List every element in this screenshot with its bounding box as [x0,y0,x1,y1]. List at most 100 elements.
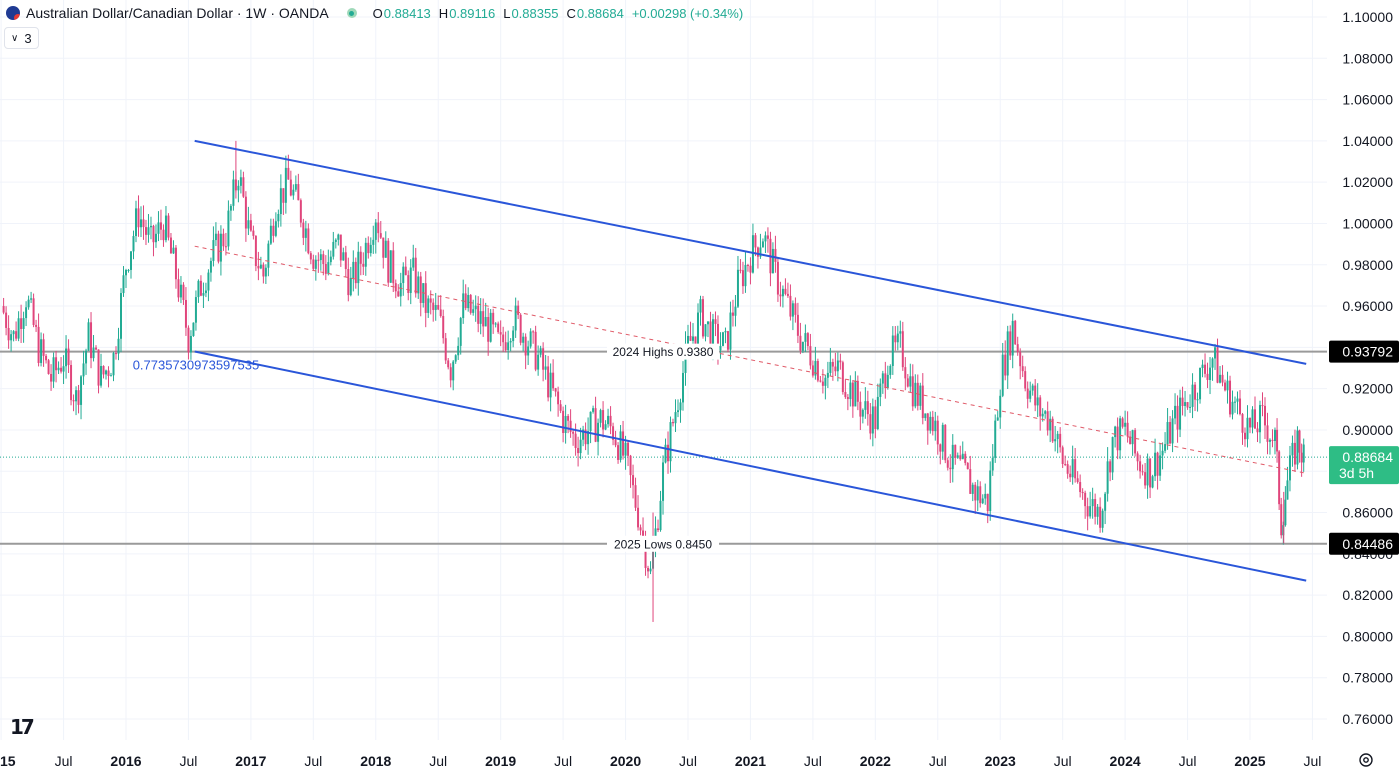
candle-body [544,366,547,370]
candle-body [282,188,285,203]
level-label-bg [607,343,719,360]
candle-body [706,321,709,325]
candle-body [909,376,912,387]
candle-body [1044,411,1047,414]
candle-body [746,265,749,267]
candle-body [669,422,672,462]
candle-body [162,229,165,241]
candle-body [512,330,515,342]
candle-body [577,447,580,454]
candle-body [584,429,587,445]
candle-body [319,254,322,261]
candle-body [1284,499,1287,526]
price-tick-label: 0.90000 [1342,422,1393,438]
candle-body [891,335,894,367]
candle-body [557,391,560,405]
candle-body [439,309,442,317]
price-tick-label: 0.96000 [1342,298,1393,314]
indicators-toggle[interactable]: ∨ 3 [4,27,39,49]
level-labels: 2024 Highs 0.9380 2025 Lows 0.8450 [607,343,719,552]
candle-body [2,306,5,313]
candle-body [1261,405,1264,407]
time-axis[interactable]: 15 Jul 2016 Jul 2017 Jul 2018 Jul 2019 Jul 2020 Jul… [0,753,1321,769]
candle-body [1019,352,1022,367]
trend-channel[interactable]: 0.7735730973597535 [133,139,1307,582]
candle-body [1189,406,1192,408]
candle-body [789,295,792,317]
candle-body [771,248,774,274]
candle-body [132,236,135,252]
candle-body [70,365,73,401]
candle-body [704,324,707,337]
candle-body [1109,461,1112,473]
candle-body [721,332,724,346]
candle-body [1099,506,1102,528]
candle-body [1169,422,1172,444]
price-axis[interactable]: 1.10000 1.08000 1.06000 1.04000 1.02000 1.000… [1342,9,1393,727]
symbol-title[interactable]: Australian Dollar/Canadian Dollar · 1W ·… [26,5,329,21]
candle-body [174,247,177,280]
candle-body [1074,459,1077,479]
candle-body [709,321,712,350]
candle-body [946,460,949,468]
candle-body [77,390,80,405]
candle-body [192,322,195,336]
candle-body [35,324,38,327]
tradingview-logo-icon[interactable]: 17 [10,715,35,739]
candle-body [387,240,390,283]
candle-body [687,335,689,344]
candle-body [122,275,125,294]
candle-body [1244,432,1247,440]
candle-body [764,235,767,242]
candle-body [754,235,757,248]
time-tick-label: Jul [55,753,73,769]
candle-body [1186,402,1189,408]
candle-body [37,326,40,363]
candle-body [786,293,789,296]
candle-body [824,377,827,386]
candle-body [1211,358,1214,368]
candle-body [299,200,302,223]
price-tick-label: 1.02000 [1342,174,1393,190]
current-price-badge [1329,446,1399,485]
level-label: 2025 Lows 0.8450 [614,537,712,551]
candle-body [259,264,262,269]
candle-body [60,367,63,372]
candle-body [115,353,118,355]
candle-body [1064,463,1067,465]
candle-body [594,408,597,442]
candle-body [127,269,130,271]
candle-body [861,409,864,417]
candle-body [7,327,10,341]
candle-body [639,527,642,531]
time-tick-label: 2025 [1234,753,1265,769]
candle-body [367,242,370,254]
candle-body [766,235,769,239]
candle-body [761,241,764,248]
candle-body [532,331,535,333]
candle-body [1214,347,1217,359]
candle-body [607,415,610,425]
candle-body [637,507,640,528]
candle-body [924,413,927,419]
gear-icon[interactable] [1357,751,1375,769]
candle-body [1236,398,1239,402]
channel-annotation: 0.7735730973597535 [133,357,260,372]
candle-body [604,424,607,430]
candle-body [751,235,754,273]
candle-body [1146,458,1149,486]
candle-body [1258,405,1261,433]
candle-body [814,360,817,376]
candle-body [92,347,95,359]
candle-body [1056,433,1059,440]
candle-body [537,354,540,370]
candle-body [1181,397,1184,407]
time-tick-label: Jul [1054,753,1072,769]
candle-body [1141,471,1144,473]
candle-body [189,335,192,353]
candle-body [120,293,123,339]
candle-body [1091,499,1094,507]
candle-body [337,234,340,240]
candle-body [227,210,230,247]
